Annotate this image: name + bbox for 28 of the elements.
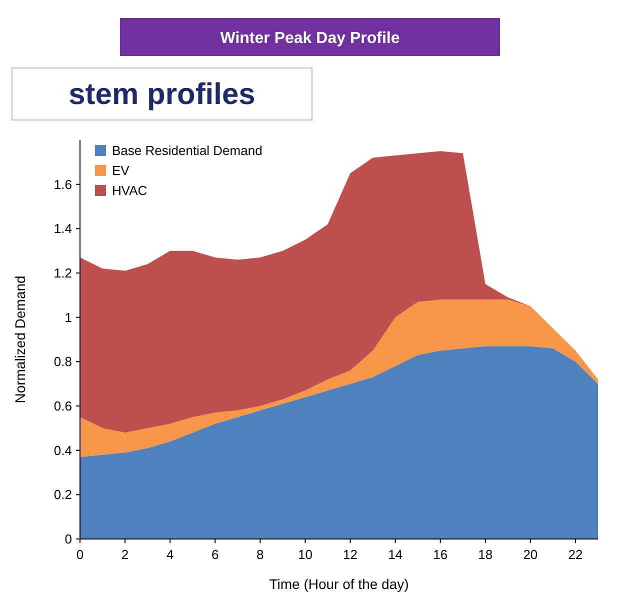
text: stem profiles xyxy=(68,78,256,111)
x-tick-label: 16 xyxy=(433,547,448,562)
x-tick-label: 2 xyxy=(121,547,129,562)
x-tick-label: 12 xyxy=(343,547,358,562)
y-tick-label: 0.4 xyxy=(54,442,72,458)
y-tick-label: 0.2 xyxy=(54,487,72,502)
legend-label: EV xyxy=(112,163,130,178)
x-tick-label: 4 xyxy=(166,547,174,562)
x-tick-label: 0 xyxy=(76,547,84,562)
x-tick-label: 22 xyxy=(568,547,583,562)
y-tick-label: 0 xyxy=(64,532,72,547)
x-tick-label: 20 xyxy=(523,547,538,562)
y-tick-label: 0.8 xyxy=(54,354,72,370)
x-axis-title: Time (Hour of the day) xyxy=(269,576,409,592)
chart-title: Winter Peak Day Profile xyxy=(220,30,400,47)
y-tick-label: 1.6 xyxy=(54,176,72,192)
x-tick-label: 10 xyxy=(298,547,312,562)
legend-label: HVAC xyxy=(112,183,148,198)
legend-label: Base Residential Demand xyxy=(112,143,262,158)
y-axis-title: Normalized Demand xyxy=(12,276,28,404)
x-tick-label: 8 xyxy=(256,547,264,562)
x-tick-label: 18 xyxy=(478,547,493,562)
y-tick-label: 1.4 xyxy=(54,221,72,236)
y-tick-label: 0.6 xyxy=(54,398,72,414)
x-tick-label: 14 xyxy=(388,547,403,562)
y-tick-label: 1 xyxy=(64,310,72,325)
x-tick-label: 6 xyxy=(212,547,219,562)
y-tick-label: 1.2 xyxy=(54,266,72,281)
